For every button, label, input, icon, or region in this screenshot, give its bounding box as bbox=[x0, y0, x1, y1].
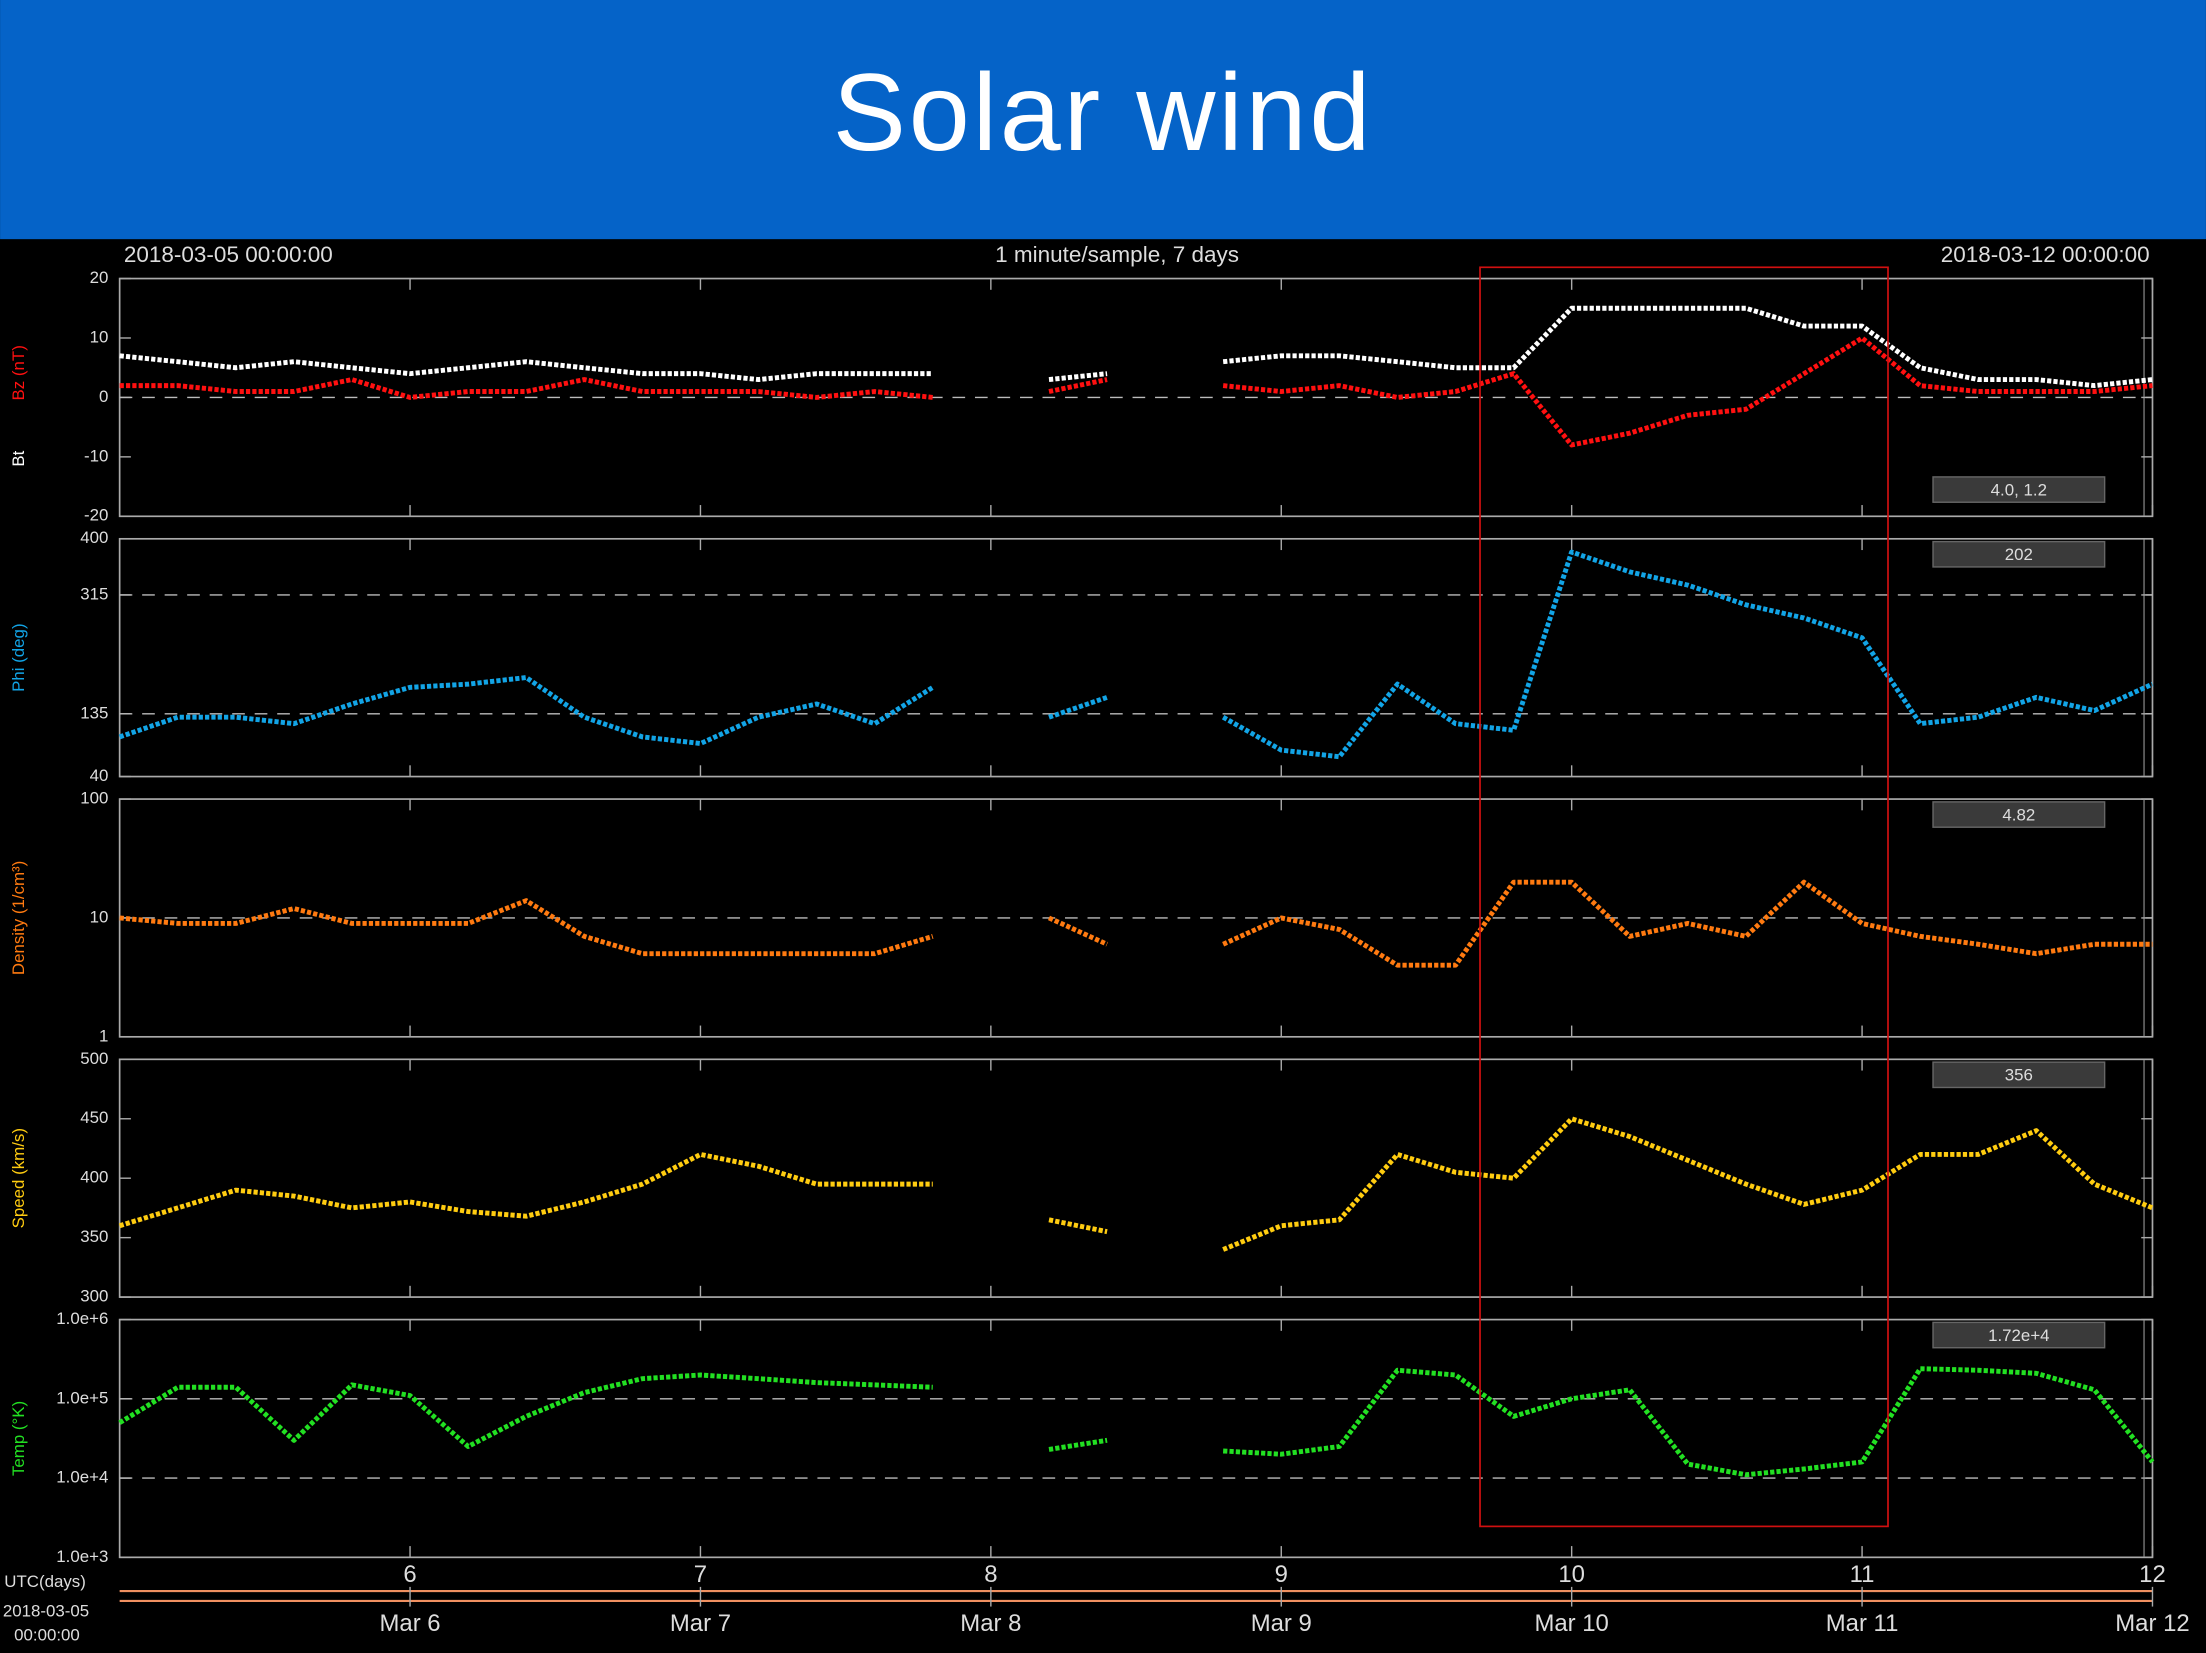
data-line bbox=[119, 335, 2153, 448]
y-tick-label: 135 bbox=[80, 703, 108, 722]
y-axis-label: Density (1/cm³) bbox=[9, 861, 28, 975]
x-tick-label: 7 bbox=[694, 1561, 707, 1588]
x-tick-label: 11 bbox=[1850, 1561, 1875, 1588]
date-label: Mar 6 bbox=[379, 1610, 440, 1637]
x-tick-label: 6 bbox=[403, 1561, 416, 1588]
value-box bbox=[1932, 1061, 2106, 1089]
start-time: 2018-03-05 00:00:00 bbox=[124, 242, 333, 267]
y-tick-label: 10 bbox=[90, 907, 109, 926]
data-line bbox=[118, 549, 2154, 760]
plot-frame bbox=[118, 537, 2154, 778]
end-time: 2018-03-12 00:00:00 bbox=[1941, 242, 2150, 267]
slide-title: Solar wind bbox=[833, 52, 1373, 174]
value-box bbox=[1932, 540, 2106, 568]
y-tick-label: 100 bbox=[80, 789, 108, 808]
legend-label: Bz (nT) bbox=[9, 345, 28, 400]
data-line bbox=[118, 1116, 2154, 1252]
y-tick-label: -10 bbox=[84, 446, 108, 465]
y-axis-label: Speed (km/s) bbox=[9, 1128, 28, 1228]
y-tick-label: 40 bbox=[90, 766, 109, 785]
value-box bbox=[1932, 1321, 2106, 1349]
y-tick-label: 350 bbox=[80, 1227, 108, 1246]
y-tick-label: 1.0e+6 bbox=[56, 1309, 108, 1328]
y-tick-label: 20 bbox=[90, 268, 109, 287]
sampling: 1 minute/sample, 7 days bbox=[995, 242, 1239, 267]
y-tick-label: 500 bbox=[80, 1049, 108, 1068]
header-band bbox=[0, 0, 2206, 240]
start-date: 2018-03-05 bbox=[3, 1602, 89, 1621]
date-label: Mar 8 bbox=[960, 1610, 1021, 1637]
y-tick-label: -20 bbox=[84, 506, 108, 525]
y-tick-label: 1.0e+5 bbox=[56, 1388, 108, 1407]
date-label: Mar 11 bbox=[1826, 1610, 1899, 1637]
x-tick-label: 9 bbox=[1275, 1561, 1288, 1588]
value-box-label: 4.82 bbox=[2002, 805, 2035, 824]
date-label: Mar 12 bbox=[2115, 1610, 2189, 1637]
y-tick-label: 450 bbox=[80, 1108, 108, 1127]
start-clock: 00:00:00 bbox=[14, 1626, 80, 1645]
y-tick-label: 400 bbox=[80, 1168, 108, 1187]
time-axis-label: UTC(days) bbox=[4, 1572, 86, 1591]
date-label: Mar 9 bbox=[1251, 1610, 1312, 1637]
y-tick-label: 1 bbox=[99, 1026, 108, 1045]
highlight-box bbox=[1479, 266, 1889, 1528]
date-label: Mar 10 bbox=[1534, 1610, 1608, 1637]
data-line bbox=[118, 1366, 2155, 1478]
plot-frame bbox=[118, 1318, 2154, 1559]
y-tick-label: 315 bbox=[80, 584, 108, 603]
y-tick-label: 1.0e+3 bbox=[56, 1547, 108, 1566]
value-box-label: 1.72e+4 bbox=[1988, 1326, 2049, 1345]
y-tick-label: 300 bbox=[80, 1287, 108, 1306]
y-axis-label: Phi (deg) bbox=[9, 623, 28, 691]
y-tick-label: 10 bbox=[90, 327, 109, 346]
x-tick-label: 10 bbox=[1558, 1561, 1585, 1588]
value-box bbox=[1932, 801, 2106, 828]
value-box-label: 4.0, 1.2 bbox=[1991, 480, 2047, 499]
y-tick-label: 1.0e+4 bbox=[56, 1468, 108, 1487]
x-tick-label: 8 bbox=[984, 1561, 997, 1588]
plots: -20 -10 0 10 20 4.0, 1.2 Bz (nT) Bt 40 135 315 400 2… bbox=[9, 268, 2166, 1588]
x-tick-label: 12 bbox=[2139, 1561, 2166, 1588]
y-tick-label: 400 bbox=[80, 528, 108, 547]
y-axis-label: Temp (°K) bbox=[9, 1401, 28, 1476]
y-tick-label: 0 bbox=[99, 387, 108, 406]
value-box-label: 356 bbox=[2005, 1066, 2033, 1085]
data-line bbox=[119, 879, 2153, 968]
legend-label: Bt bbox=[9, 450, 28, 466]
data-line bbox=[119, 305, 2153, 389]
date-label: Mar 7 bbox=[670, 1610, 731, 1637]
value-box-label: 202 bbox=[2005, 545, 2033, 564]
value-box bbox=[1932, 476, 2106, 503]
